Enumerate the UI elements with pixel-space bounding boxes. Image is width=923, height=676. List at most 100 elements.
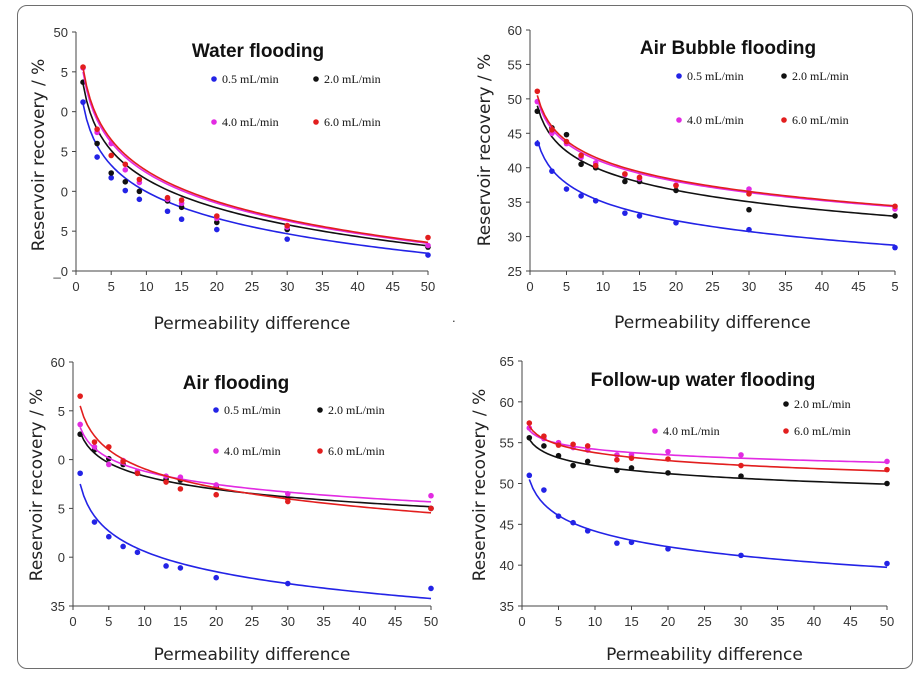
data-point-s05 — [563, 186, 570, 192]
trend-line-s40 — [82, 71, 429, 245]
y-tick-label: 0 — [58, 550, 65, 565]
data-point-s20 — [578, 161, 584, 168]
data-point-s05 — [541, 487, 547, 493]
data-point-s60 — [285, 498, 291, 505]
data-point-s05 — [673, 220, 679, 226]
chart-title: Follow-up water flooding — [591, 370, 816, 391]
y-tick-label: 60 — [51, 355, 65, 370]
data-point-s60 — [884, 466, 890, 473]
data-point-s60 — [164, 194, 171, 201]
x-tick-label: 50 — [424, 614, 438, 629]
data-point-s60 — [80, 64, 86, 70]
x-axis-label: Permeability difference — [614, 313, 811, 333]
y-tick-label: 5 — [61, 224, 68, 239]
legend-label: 4.0 mL/min — [224, 444, 281, 458]
data-point-s40 — [91, 444, 98, 450]
y-tick-label: 40 — [508, 161, 522, 176]
trend-line-s20 — [528, 438, 888, 485]
y-tick-label: 40 — [500, 558, 514, 573]
legend-label: 2.0 mL/min — [324, 72, 381, 86]
data-point-s05 — [163, 563, 169, 569]
y-tick-label: 45 — [500, 517, 514, 532]
legend-marker — [313, 76, 319, 82]
data-point-s60 — [622, 171, 628, 177]
data-point-s60 — [91, 439, 98, 445]
y-tick-label: 35 — [500, 599, 514, 614]
x-tick-label: 10 — [139, 279, 153, 294]
legend-marker — [211, 119, 217, 125]
y-tick-label: 65 — [500, 354, 514, 369]
data-point-s60 — [108, 152, 114, 159]
y-tick-label: 0 — [61, 105, 68, 120]
legend-label: 4.0 mL/min — [663, 424, 720, 438]
data-point-s20 — [108, 170, 114, 176]
data-point-s05 — [614, 540, 620, 546]
trend-line-s60 — [82, 67, 429, 244]
data-point-s60 — [134, 470, 141, 477]
x-tick-label: 45 — [843, 614, 857, 629]
x-tick-label: 45 — [388, 614, 402, 629]
data-point-s60 — [592, 162, 599, 169]
data-point-s05 — [534, 140, 541, 147]
x-tick-label: 20 — [661, 614, 675, 629]
data-point-s05 — [555, 513, 562, 519]
x-tick-label: 50 — [421, 279, 435, 294]
data-point-s60 — [177, 486, 184, 492]
x-tick-label: 40 — [807, 614, 821, 629]
data-point-s05 — [122, 187, 129, 194]
data-point-s05 — [213, 574, 219, 581]
y-tick-label: 45 — [508, 126, 522, 141]
legend-label: 6.0 mL/min — [794, 424, 851, 438]
data-point-s20 — [570, 462, 576, 469]
x-tick-label: 5 — [891, 279, 898, 294]
legend-label: 6.0 mL/min — [328, 444, 385, 458]
x-tick-label: 35 — [778, 279, 792, 294]
data-point-s60 — [892, 203, 898, 210]
data-point-s05 — [570, 519, 576, 526]
x-tick-label: 5 — [555, 614, 562, 629]
data-point-s60 — [636, 174, 643, 181]
legend-marker — [783, 401, 789, 407]
data-point-s20 — [214, 219, 220, 226]
y-tick-label: 35 — [508, 195, 522, 210]
chart-title: Air Bubble flooding — [640, 38, 816, 59]
legend-marker — [213, 407, 219, 413]
y-tick-label: 30 — [508, 230, 522, 245]
data-point-s05 — [80, 99, 86, 105]
data-point-s05 — [636, 213, 643, 219]
data-point-s40 — [285, 490, 291, 497]
x-tick-label: 30 — [281, 614, 295, 629]
trend-line-s40 — [536, 98, 896, 208]
data-point-s20 — [884, 480, 890, 487]
data-point-s60 — [673, 182, 679, 189]
data-point-s60 — [746, 191, 752, 197]
data-point-s05 — [106, 533, 112, 540]
data-point-s20 — [122, 178, 129, 185]
trend-line-s60 — [536, 95, 896, 207]
data-point-s20 — [738, 473, 744, 479]
data-point-s60 — [563, 138, 570, 145]
data-point-s60 — [555, 442, 562, 448]
legend-label: 4.0 mL/min — [222, 115, 279, 129]
data-point-s20 — [77, 431, 83, 438]
x-tick-label: 15 — [624, 614, 638, 629]
y-tick-label: 35 — [51, 599, 65, 614]
y-tick-label: 50 — [500, 477, 514, 492]
data-point-s60 — [570, 441, 576, 448]
data-point-s60 — [628, 455, 635, 461]
data-point-s20 — [136, 188, 143, 195]
data-point-s05 — [428, 585, 434, 592]
x-tick-label: 10 — [588, 614, 602, 629]
legend-marker — [781, 73, 787, 79]
chart-title: Air flooding — [183, 373, 290, 394]
x-tick-label: 15 — [174, 279, 188, 294]
data-point-s20 — [178, 204, 185, 211]
data-point-s60 — [534, 88, 541, 95]
y-tick-label: 0 — [58, 453, 65, 468]
data-point-s60 — [614, 457, 620, 463]
data-point-s60 — [584, 443, 591, 449]
data-point-s20 — [563, 131, 570, 138]
data-point-s40 — [884, 458, 890, 465]
legend-label: 6.0 mL/min — [792, 113, 849, 127]
